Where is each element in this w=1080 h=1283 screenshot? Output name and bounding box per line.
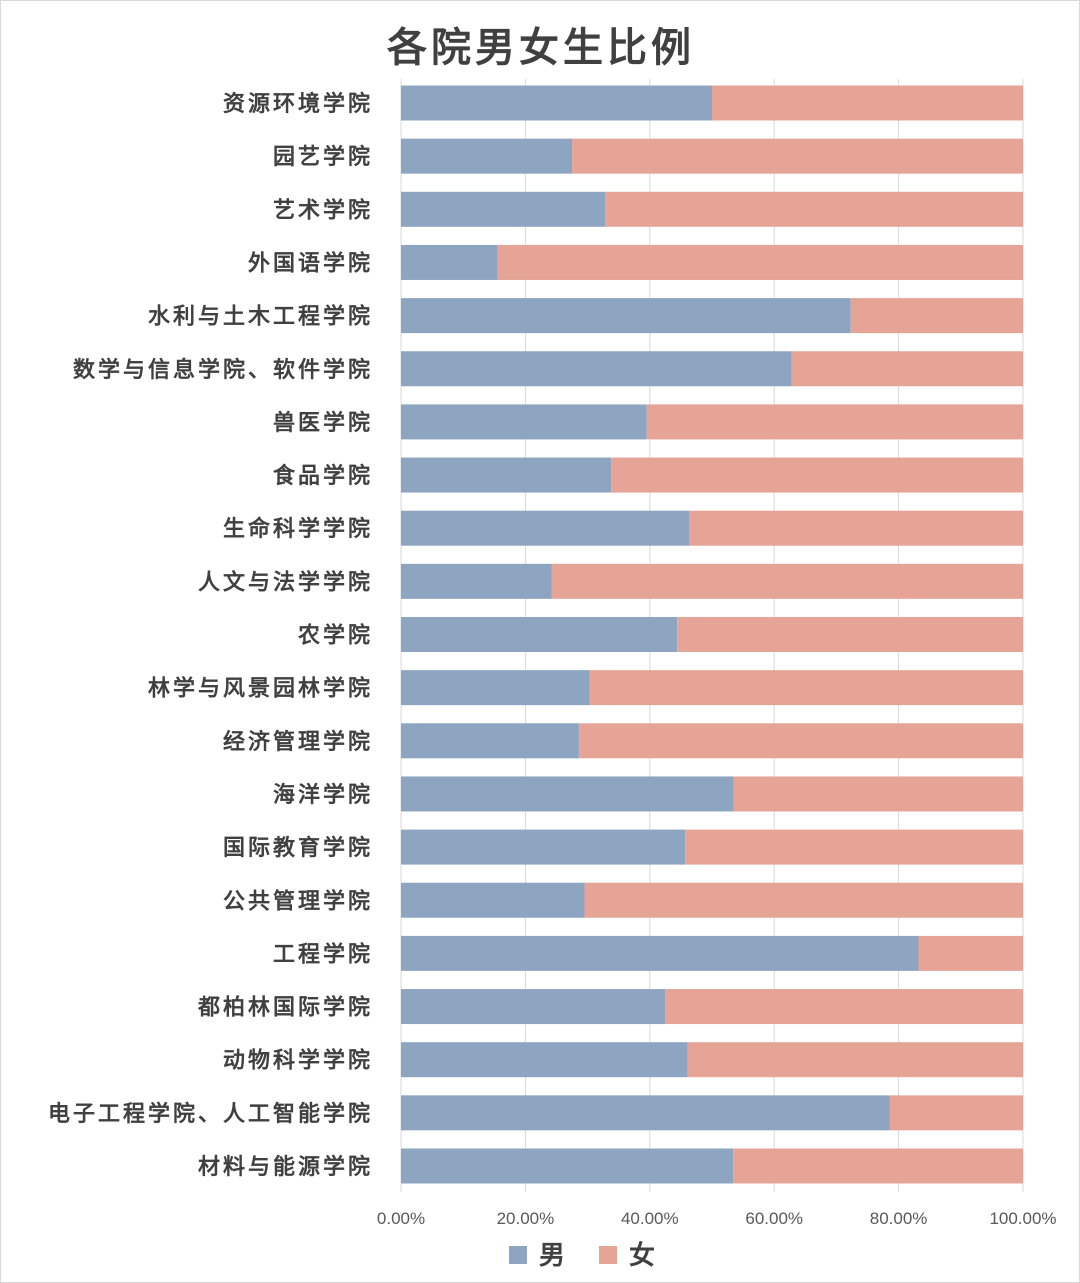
bar-female: [665, 989, 1023, 1025]
bar-male: [401, 191, 606, 227]
category-label: 资源环境学院: [223, 91, 373, 117]
chart-title: 各院男女生比例: [387, 24, 695, 71]
category-labels: 资源环境学院园艺学院艺术学院外国语学院水利与土木工程学院数学与信息学院、软件学院…: [48, 91, 373, 1180]
category-label: 都柏林国际学院: [197, 995, 373, 1021]
bar-female: [497, 244, 1023, 280]
bar-female: [918, 935, 1023, 971]
x-tick-label: 60.00%: [745, 1209, 803, 1228]
bar-male: [401, 882, 585, 918]
bar-male: [401, 829, 686, 865]
x-tick-label: 0.00%: [377, 1209, 425, 1228]
bar-male: [401, 723, 579, 759]
bar-female: [611, 457, 1023, 493]
category-label: 经济管理学院: [223, 729, 373, 755]
bar-male: [401, 670, 590, 706]
bar-male: [401, 404, 647, 440]
bar-male: [401, 989, 666, 1025]
category-label: 艺术学院: [273, 197, 373, 223]
bar-female: [646, 404, 1023, 440]
bar-female: [578, 723, 1023, 759]
legend-swatch-female: [599, 1246, 617, 1264]
bar-male: [401, 244, 498, 280]
bar-female: [791, 351, 1023, 387]
category-label: 电子工程学院、人工智能学院: [48, 1101, 373, 1127]
category-label: 工程学院: [273, 941, 373, 967]
bar-male: [401, 85, 712, 121]
bar-female: [733, 776, 1023, 812]
x-tick-label: 40.00%: [621, 1209, 679, 1228]
bar-female: [889, 1095, 1023, 1131]
x-tick-label: 80.00%: [870, 1209, 928, 1228]
category-label: 水利与土木工程学院: [148, 304, 373, 330]
legend-swatch-male: [509, 1246, 527, 1264]
category-label: 动物科学学院: [223, 1048, 373, 1074]
bar-male: [401, 138, 573, 174]
category-label: 园艺学院: [273, 144, 373, 170]
legend: 男女: [509, 1240, 655, 1271]
bar-female: [712, 85, 1023, 121]
category-label: 兽医学院: [273, 410, 373, 436]
category-label: 公共管理学院: [223, 888, 373, 914]
bar-female: [733, 1148, 1023, 1184]
bar-female: [688, 510, 1023, 546]
bar-female: [589, 670, 1023, 706]
bar-male: [401, 617, 678, 652]
x-tick-labels: 0.00% 20.00% 40.00% 60.00% 80.00% 100.00%: [377, 1209, 1057, 1228]
bar-male: [401, 776, 734, 812]
bar-male: [401, 298, 851, 334]
bar-male: [401, 935, 919, 971]
bar-female: [551, 563, 1023, 599]
category-label: 外国语学院: [248, 250, 373, 276]
bar-male: [401, 457, 612, 493]
category-label: 食品学院: [273, 463, 373, 489]
bar-female: [677, 617, 1023, 652]
category-label: 材料与能源学院: [198, 1154, 373, 1180]
x-tick-label: 20.00%: [497, 1209, 555, 1228]
bar-male: [401, 351, 792, 387]
bar-female: [685, 829, 1023, 865]
bar-female: [584, 882, 1023, 918]
bar-male: [401, 563, 552, 599]
bar-male: [401, 1042, 688, 1078]
legend-label-male: 男: [539, 1241, 565, 1271]
legend-label-female: 女: [629, 1240, 655, 1271]
category-label: 人文与法学学院: [198, 569, 373, 595]
bar-female: [605, 191, 1023, 227]
x-tick-label: 100.00%: [989, 1209, 1056, 1228]
bars: [401, 85, 1023, 1184]
bar-female: [850, 298, 1023, 334]
category-label: 生命科学学院: [223, 516, 373, 542]
category-label: 国际教育学院: [223, 835, 373, 861]
bar-female: [687, 1042, 1023, 1078]
category-label: 海洋学院: [273, 782, 373, 808]
bar-male: [401, 1148, 734, 1184]
category-label: 数学与信息学院、软件学院: [73, 357, 373, 383]
bar-female: [572, 138, 1023, 174]
bar-male: [401, 510, 689, 546]
category-label: 农学院: [297, 623, 373, 649]
category-label: 林学与风景园林学院: [148, 676, 373, 702]
bar-male: [401, 1095, 890, 1131]
